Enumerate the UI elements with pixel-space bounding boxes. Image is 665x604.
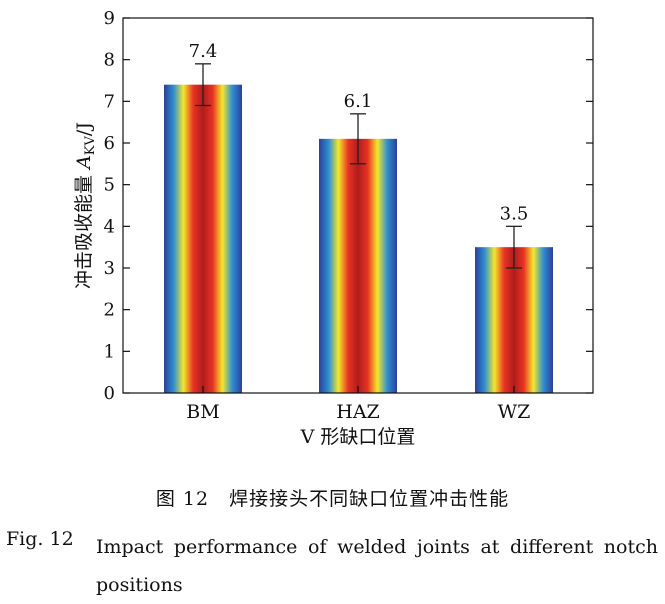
bars-group: [164, 84, 553, 394]
y-tick-label: 0: [104, 383, 115, 404]
y-tick-label: 9: [104, 8, 115, 29]
figure-caption-chinese: 图 12 焊接接头不同缺口位置冲击性能: [155, 488, 510, 510]
y-axis-label-unit: /J: [73, 122, 95, 136]
y-tick-label: 8: [104, 50, 115, 71]
y-tick-label: 3: [104, 258, 115, 279]
x-tick-label-bm: BM: [186, 401, 219, 423]
x-axis-label: V 形缺口位置: [300, 426, 416, 448]
data-label-haz: 6.1: [344, 91, 373, 112]
y-axis-label-symbol: A: [73, 155, 95, 171]
data-label-bm: 7.4: [189, 41, 218, 62]
y-ticks-group: 0 1 2 3 4 5 6 7 8 9: [104, 8, 593, 404]
bar-bm: [164, 84, 242, 394]
y-axis-label: 冲击吸收能量 AKV/J: [73, 122, 98, 289]
y-tick-label: 1: [104, 341, 115, 362]
x-tick-label-haz: HAZ: [336, 401, 380, 423]
y-tick-label: 6: [104, 133, 115, 154]
y-axis-label-prefix: 冲击吸收能量: [73, 169, 95, 289]
y-tick-label: 7: [104, 91, 115, 112]
bar-haz: [319, 138, 397, 393]
y-axis-label-subscript: KV: [83, 135, 98, 155]
y-tick-label: 2: [104, 300, 115, 321]
data-labels-group: 7.4 6.1 3.5: [189, 41, 529, 224]
figure-caption-english-text: Impact performance of welded joints at d…: [96, 536, 658, 596]
error-bars-group: [195, 63, 522, 269]
bar-chart: 7.4 6.1 3.5 0 1 2 3 4 5 6 7 8 9 BM HAZ WZ V 形缺口位置 冲击吸…: [73, 8, 594, 448]
data-label-wz: 3.5: [500, 203, 529, 224]
x-ticks-group: BM HAZ WZ: [186, 386, 530, 423]
x-tick-label-wz: WZ: [498, 401, 531, 423]
y-tick-label: 5: [104, 175, 115, 196]
figure-caption-english-number: Fig. 12: [6, 528, 74, 550]
y-tick-label: 4: [104, 216, 115, 237]
bar-wz: [475, 247, 553, 393]
